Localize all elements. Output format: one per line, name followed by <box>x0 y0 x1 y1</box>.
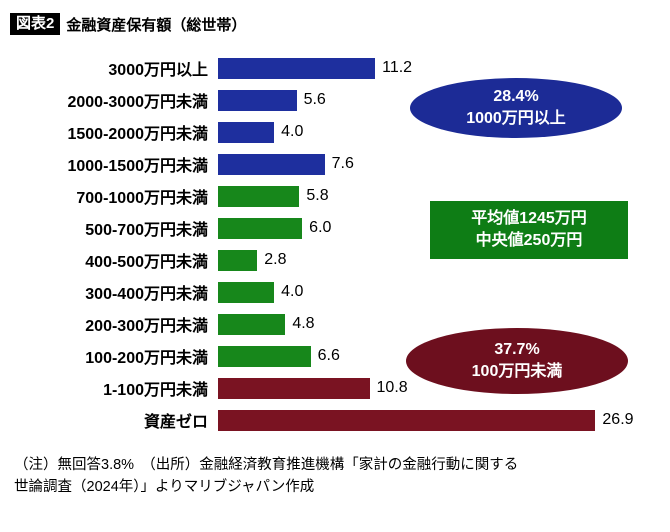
bar-rows: 3000万円以上 11.2 2000-3000万円未満 5.6 1500-2000万円未… <box>10 52 662 436</box>
footnote-line-1: （注）無回答3.8% （出所）金融経済教育推進機構「家計の金融行動に関する <box>14 457 519 473</box>
bar <box>218 377 370 399</box>
bar <box>218 345 311 367</box>
bar-row: 200-300万円未満 4.8 <box>10 308 662 340</box>
bar-value: 26.9 <box>602 411 634 428</box>
bar-track: 5.6 <box>218 89 662 111</box>
annotation-line: 28.4% <box>493 87 539 105</box>
chart-header: 図表2 金融資産保有額（総世帯） <box>10 12 662 36</box>
bar-value: 5.6 <box>303 91 326 108</box>
bar-row: 700-1000万円未満 5.8 <box>10 180 662 212</box>
bar-label: 3000万円以上 <box>108 62 208 79</box>
bar-value: 5.8 <box>306 187 329 204</box>
bar <box>218 249 258 271</box>
bar-track: 5.8 <box>218 185 662 207</box>
figure-badge: 図表2 <box>10 13 61 35</box>
bar-row: 500-700万円未満 6.0 <box>10 212 662 244</box>
bar <box>218 57 376 79</box>
bar <box>218 121 275 143</box>
bar-track: 4.0 <box>218 281 662 303</box>
annotation-under-100man: 37.7% 100万円未満 <box>406 328 628 394</box>
bar <box>218 217 303 239</box>
bar-row: 1500-2000万円未満 4.0 <box>10 116 662 148</box>
bar-label: 100-200万円未満 <box>85 350 208 367</box>
bar-label: 資産ゼロ <box>143 414 208 431</box>
bar-label: 400-500万円未満 <box>85 254 208 271</box>
bar <box>218 281 275 303</box>
bar-value: 2.8 <box>264 251 287 268</box>
bar-row: 2000-3000万円未満 5.6 <box>10 84 662 116</box>
bar-label: 1-100万円未満 <box>103 382 208 399</box>
bar-chart: 3000万円以上 11.2 2000-3000万円未満 5.6 1500-2000万円未… <box>10 52 662 436</box>
bar-track: 10.8 <box>218 377 662 399</box>
bar-value: 6.0 <box>309 219 332 236</box>
bar-track: 4.0 <box>218 121 662 143</box>
bar-row: 100-200万円未満 6.6 <box>10 340 662 372</box>
bar-value: 10.8 <box>376 379 408 396</box>
bar-row: 資産ゼロ 26.9 <box>10 404 662 436</box>
bar-value: 11.2 <box>382 59 413 76</box>
bar <box>218 185 300 207</box>
footnote-line-2: 世論調査（2024年）」よりマリブジャパン作成 <box>14 479 315 496</box>
bar <box>218 409 596 431</box>
bar-row: 3000万円以上 11.2 <box>10 52 662 84</box>
bar <box>218 89 297 111</box>
bar-track: 26.9 <box>218 409 662 431</box>
annotation-line: 中央値250万円 <box>475 232 583 249</box>
bar <box>218 153 325 175</box>
annotation-line: 37.7% <box>494 340 540 358</box>
bar <box>218 313 286 335</box>
bar-label: 300-400万円未満 <box>85 286 208 303</box>
bar-track: 2.8 <box>218 249 662 271</box>
bar-label: 200-300万円未満 <box>85 318 208 335</box>
bar-value: 4.8 <box>292 315 315 332</box>
annotation-line: 100万円未満 <box>471 363 563 380</box>
bar-label: 1000-1500万円未満 <box>67 158 208 175</box>
bar-track: 6.6 <box>218 345 662 367</box>
annotation-line: 平均値1245万円 <box>471 209 587 227</box>
bar-row: 1-100万円未満 10.8 <box>10 372 662 404</box>
annotation-line: 1000万円以上 <box>466 110 566 127</box>
bar-row: 300-400万円未満 4.0 <box>10 276 662 308</box>
bar-track: 4.8 <box>218 313 662 335</box>
bar-label: 2000-3000万円未満 <box>67 94 208 111</box>
bar-value: 7.6 <box>331 155 354 172</box>
page-title: 金融資産保有額（総世帯） <box>66 16 247 34</box>
bar-label: 500-700万円未満 <box>85 222 208 239</box>
footnote: （注）無回答3.8% （出所）金融経済教育推進機構「家計の金融行動に関する 世論… <box>10 454 662 499</box>
bar-row: 400-500万円未満 2.8 <box>10 244 662 276</box>
bar-row: 1000-1500万円未満 7.6 <box>10 148 662 180</box>
bar-value: 4.0 <box>281 123 304 140</box>
bar-value: 6.6 <box>317 347 340 364</box>
bar-label: 1500-2000万円未満 <box>67 126 208 143</box>
annotation-1000man-plus: 28.4% 1000万円以上 <box>410 78 622 138</box>
annotation-mean-median: 平均値1245万円 中央値250万円 <box>430 201 628 259</box>
bar-track: 6.0 <box>218 217 662 239</box>
bar-track: 7.6 <box>218 153 662 175</box>
bar-value: 4.0 <box>281 283 304 300</box>
bar-label: 700-1000万円未満 <box>76 190 208 207</box>
bar-track: 11.2 <box>218 57 662 79</box>
